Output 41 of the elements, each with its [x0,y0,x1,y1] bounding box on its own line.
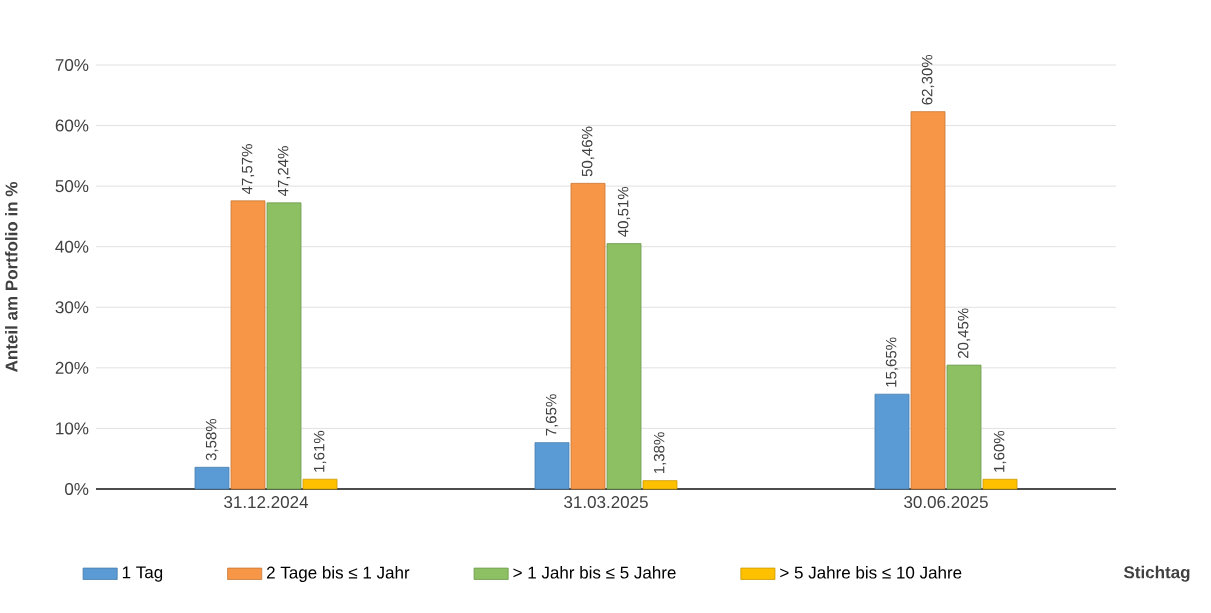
y-tick-label: 40% [55,240,89,253]
bar [874,393,910,490]
data-label: 1,60% [993,430,1007,472]
y-tick-label: 30% [55,301,89,314]
bar [534,442,570,490]
data-label: 40,51% [617,186,631,237]
x-tick-label: 31.12.2024 [224,496,309,509]
bar [266,202,302,490]
data-label: 1,38% [653,432,667,474]
bar [194,466,230,490]
bar [982,478,1018,490]
y-axis-title: Anteil am Portfolio in % [5,182,18,372]
data-label: 47,24% [277,146,291,197]
bar [570,182,606,490]
bar [642,480,678,490]
bar [230,200,266,490]
data-label: 47,57% [241,144,255,195]
y-tick-label: 0% [65,482,89,495]
y-tick-label: 70% [55,58,89,71]
legend-label: > 1 Jahr bis ≤ 5 Jahre [513,566,676,579]
y-tick-label: 10% [56,422,89,435]
y-tick-label: 50% [55,180,89,193]
x-tick-label: 30.06.2025 [904,496,988,509]
data-label: 1,61% [313,430,327,472]
x-tick-label: 31.03.2025 [564,496,648,509]
y-tick-label: 60% [55,119,89,132]
data-label: 7,65% [545,394,559,436]
bar [302,478,338,490]
bar [946,364,982,490]
x-axis-title: Stichtag [1123,565,1190,582]
data-label: 62,30% [921,54,935,105]
data-label: 3,58% [205,418,219,461]
data-label: 50,46% [581,126,595,177]
data-label: 15,65% [885,337,899,387]
y-tick-label: 20% [55,361,89,374]
bar [910,111,946,490]
data-label: 20,45% [957,308,971,358]
bar [606,243,642,490]
legend-label: 2 Tage bis ≤ 1 Jahr [266,566,410,582]
legend-label: 1 Tag [122,566,163,582]
legend-label: > 5 Jahre bis ≤ 10 Jahre [780,566,962,579]
